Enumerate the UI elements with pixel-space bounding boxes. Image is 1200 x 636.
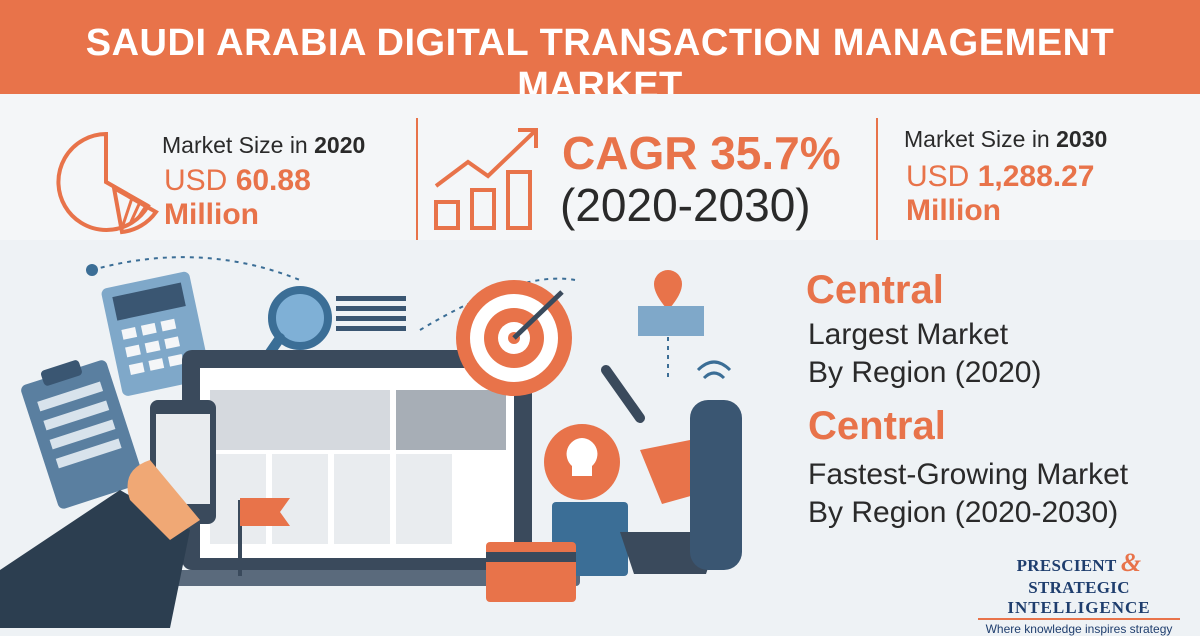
title-banner: SAUDI ARABIA DIGITAL TRANSACTION MANAGEM…: [0, 0, 1200, 107]
logo-line2: INTELLIGENCE: [978, 598, 1180, 620]
largest-region-label: Largest Market By Region (2020): [808, 318, 1042, 389]
pie-chart-icon: [56, 131, 159, 235]
cagr-value: CAGR 35.7%: [562, 127, 841, 179]
company-logo: PRESCIENT & STRATEGIC INTELLIGENCE Where…: [968, 548, 1190, 636]
logo-tagline: Where knowledge inspires strategy: [985, 622, 1173, 636]
logo-line1a: PRESCIENT: [1016, 556, 1117, 575]
largest-region-value: Central: [806, 268, 944, 312]
stats-panel: [0, 94, 1200, 240]
logo-line1b: STRATEGIC: [1028, 578, 1130, 597]
size-2030-label: Market Size in 2030: [904, 126, 1108, 152]
growth-chart-icon: [434, 128, 538, 230]
logo-ampersand: &: [1120, 548, 1142, 577]
size-2020-label: Market Size in 2020: [162, 132, 366, 158]
page-title: SAUDI ARABIA DIGITAL TRANSACTION MANAGEM…: [85, 22, 1115, 107]
fastest-region-label: Fastest-Growing Market By Region (2020-20…: [808, 458, 1129, 529]
size-2030-value: USD 1,288.27 Million: [906, 160, 1095, 227]
cagr-period: (2020-2030): [560, 179, 811, 231]
stats-divider-2: [876, 118, 878, 240]
stats-divider-1: [416, 118, 418, 240]
size-2020-value: USD 60.88 Million: [164, 164, 311, 231]
fastest-region-value: Central: [808, 404, 946, 448]
digital-transaction-illustration: [0, 256, 742, 628]
